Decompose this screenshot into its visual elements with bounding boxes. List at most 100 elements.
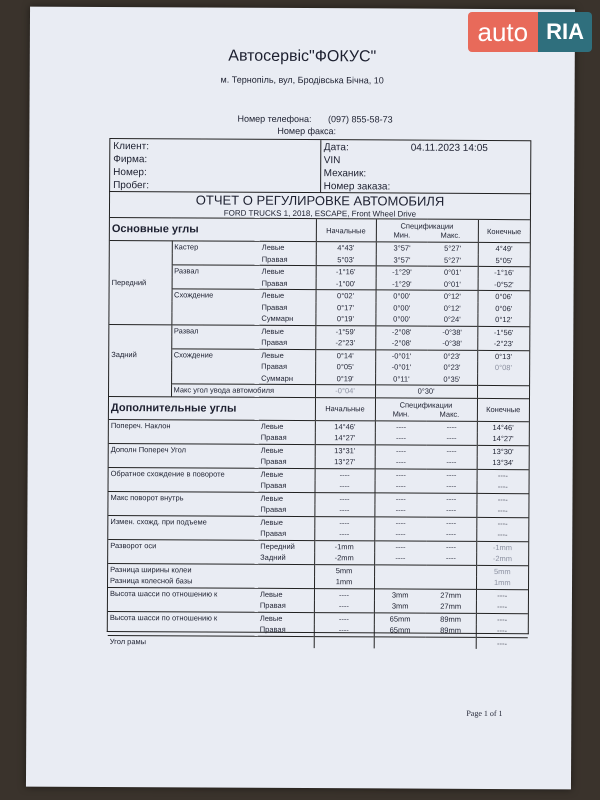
row-final: 13°30' xyxy=(476,444,529,458)
row-max: 0°23' xyxy=(427,349,478,362)
row-initial: ---- xyxy=(313,612,374,625)
row-initial: 0°02' xyxy=(315,289,376,302)
row-final: 1mm xyxy=(476,576,529,590)
row-initial: 14°27' xyxy=(314,432,375,445)
row-final: 0°06' xyxy=(477,302,530,315)
row-final: ---- xyxy=(476,480,529,494)
row-parameter: Кастер xyxy=(171,240,260,254)
row-group xyxy=(110,264,172,276)
page-number: Page 1 of 1 xyxy=(466,708,503,719)
row-group xyxy=(109,240,172,253)
row-parameter xyxy=(171,312,260,325)
row-parameter xyxy=(109,479,259,492)
row-initial: -1°00' xyxy=(315,277,376,290)
spec-header: Спецификации Мин. Макс. xyxy=(375,218,478,243)
row-side: Левые xyxy=(258,491,315,505)
date-value: 04.11.2023 14:05 xyxy=(410,142,488,154)
row-side: Левые xyxy=(259,241,316,254)
row-final: -1°56' xyxy=(477,325,530,339)
extra-angles-table: Дополнительные углы Начальные Спецификац… xyxy=(107,395,530,650)
row-side: Правая xyxy=(260,481,287,491)
row-side xyxy=(257,635,314,649)
row-min: ---- xyxy=(374,420,427,433)
row-final: ---- xyxy=(475,612,528,626)
row-group xyxy=(109,323,172,337)
row-side: Левые xyxy=(259,324,316,338)
phone-line: Номер телефона: (097) 855-58-73 xyxy=(237,114,392,125)
row-final: ---- xyxy=(475,624,528,638)
row-final: ---- xyxy=(476,516,529,530)
initial-header: Начальные xyxy=(315,218,376,242)
row-parameter xyxy=(171,276,260,290)
phone-number: (097) 855-58-73 xyxy=(328,114,393,125)
row-side: Правая xyxy=(259,625,286,635)
row-initial: ---- xyxy=(313,588,375,601)
row-min xyxy=(374,576,427,589)
row-min: ---- xyxy=(374,480,427,493)
row-initial: ---- xyxy=(313,624,374,637)
row-parameter xyxy=(108,527,258,540)
date-row: Дата: 04.11.2023 14:05 xyxy=(324,141,528,155)
row-min: ---- xyxy=(374,444,427,457)
row-final: -1°16' xyxy=(477,266,530,279)
row-min: 0°00' xyxy=(375,313,428,326)
row-max xyxy=(425,636,476,649)
row-parameter: Схождение xyxy=(171,288,260,302)
row-min: 3mm xyxy=(373,600,426,613)
row-parameter: Попереч. Наклон xyxy=(108,418,259,432)
row-parameter xyxy=(108,599,258,612)
row-final: -1mm xyxy=(476,540,529,554)
row-side: Правая xyxy=(260,505,287,515)
row-min: -0°01' xyxy=(375,349,428,362)
row-group xyxy=(109,336,171,348)
row-group xyxy=(109,371,171,383)
row-min: ---- xyxy=(374,540,427,553)
row-final: ---- xyxy=(476,468,529,482)
row-max xyxy=(426,564,477,577)
row-parameter: Высота шасси по отношению к xyxy=(107,586,259,600)
row-min: -1°29' xyxy=(375,265,428,279)
row-initial: 0°19' xyxy=(315,313,376,326)
row-min: -2°08' xyxy=(375,325,428,338)
row-max: ---- xyxy=(446,506,457,516)
client-info-box: Клиент: Фирма: Номер: Пробег: Дата: 04.11… xyxy=(109,137,532,195)
row-final: 0°12' xyxy=(477,313,530,327)
row-parameter xyxy=(171,360,260,373)
row-min: 0°00' xyxy=(375,301,428,314)
row-group xyxy=(109,312,171,324)
alignment-report-paper: Автосервіс"ФОКУС" м. Тернопіль, вул, Бро… xyxy=(25,6,576,790)
row-side: Левые xyxy=(257,587,315,601)
row-side: Правая xyxy=(261,362,288,372)
main-angles-table: Основные углы Начальные Спецификации Мин.… xyxy=(109,217,530,398)
row-max: -0°38' xyxy=(442,338,462,349)
row-max xyxy=(426,577,476,589)
row-max: 27mm xyxy=(425,588,477,601)
row-initial: -1mm xyxy=(314,540,375,553)
row-side: Правая xyxy=(261,338,288,348)
row-parameter xyxy=(108,503,258,516)
row-min xyxy=(374,564,427,577)
row-parameter: Схождение xyxy=(171,348,260,361)
row-group: Задний xyxy=(111,349,137,359)
final-header: Конечные xyxy=(477,219,530,243)
row-parameter: Макс поворот внутрь xyxy=(108,490,259,504)
row-min: 0°11' xyxy=(375,372,428,386)
client-label: Клиент: xyxy=(113,141,150,153)
main-header-row: Основные углы Начальные Спецификации Мин.… xyxy=(109,217,530,243)
row-group: Передний xyxy=(111,278,147,288)
row-max: 27mm xyxy=(440,601,462,612)
report-title: ОТЧЕТ О РЕГУЛИРОВКЕ АВТОМОБИЛЯ xyxy=(195,192,445,209)
thrust-label: Макс угол увода автомобиля xyxy=(171,383,316,397)
row-final: 13°34' xyxy=(476,456,529,470)
row-initial: ---- xyxy=(314,468,375,481)
row-side: Правая xyxy=(260,433,287,443)
max-header: Макс. xyxy=(439,409,460,419)
row-side: Левые xyxy=(258,467,315,481)
autoria-watermark: auto RIA xyxy=(467,12,592,52)
number-label: Номер: xyxy=(113,167,147,179)
mechanic-label: Механик: xyxy=(323,168,367,180)
row-initial: ---- xyxy=(314,516,375,529)
row-initial: -1°59' xyxy=(315,325,376,338)
row-final: ---- xyxy=(476,492,529,506)
row-parameter: Развал xyxy=(171,324,260,337)
